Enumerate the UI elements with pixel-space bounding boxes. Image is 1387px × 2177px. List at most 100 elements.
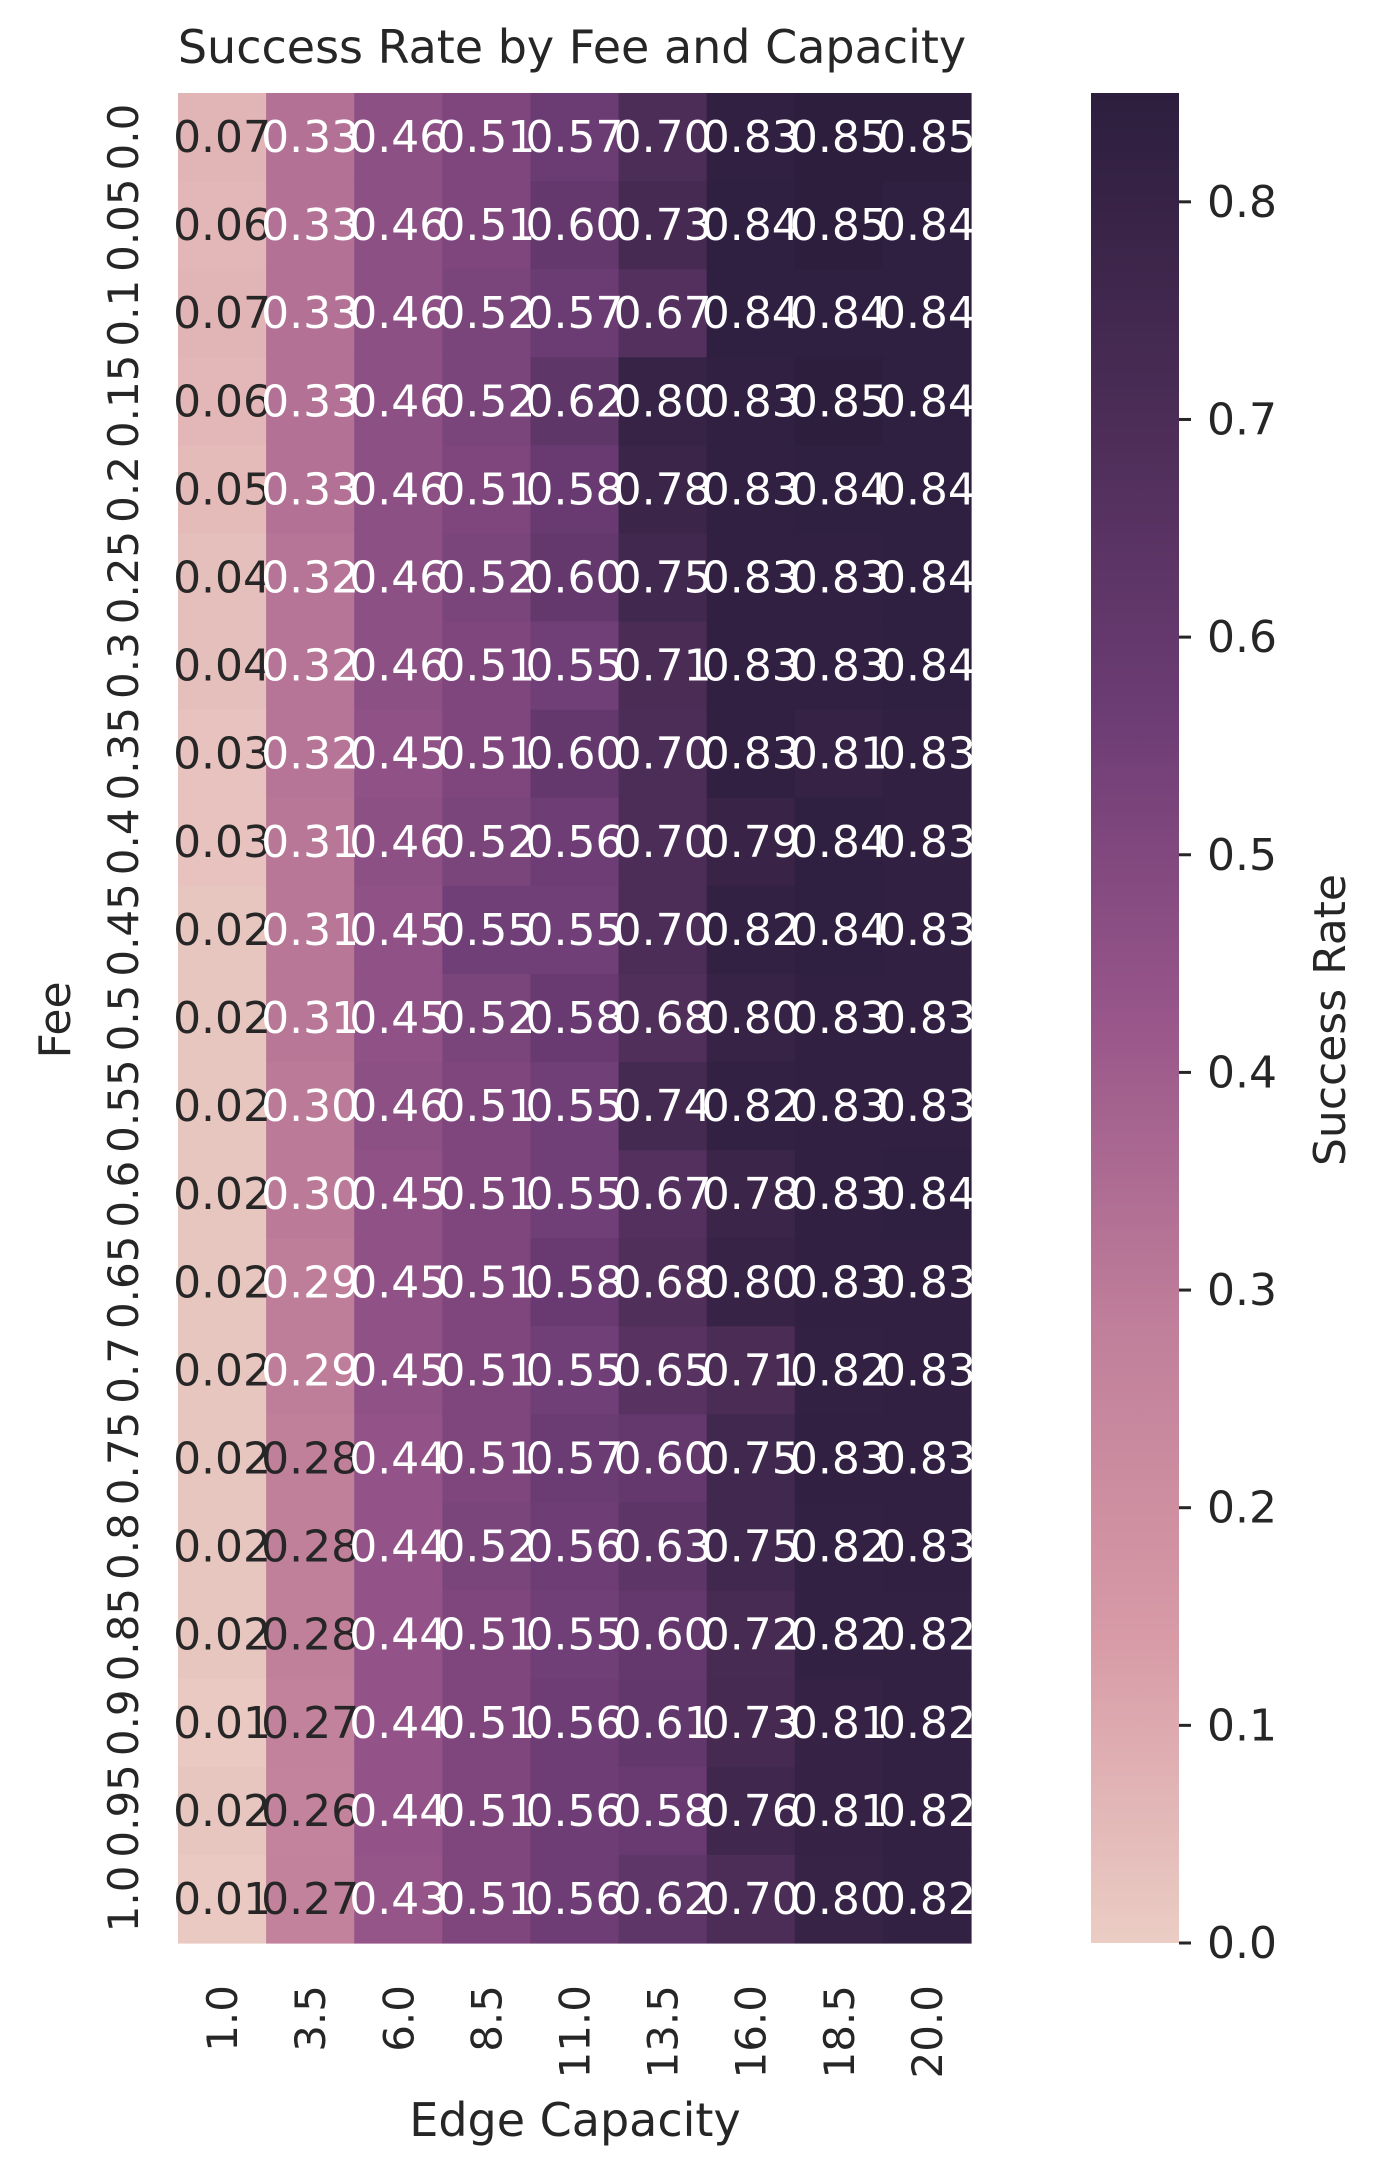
cell-value-label: 0.83 <box>702 641 800 692</box>
cell-value-label: 0.02 <box>173 1786 271 1837</box>
cell-value-label: 0.46 <box>349 200 447 251</box>
cell-value-label: 0.04 <box>173 641 271 692</box>
heatmap-cell <box>618 1590 708 1680</box>
cell-value-label: 0.84 <box>702 200 800 251</box>
heatmap-cell <box>178 93 267 182</box>
heatmap-cell <box>794 1854 884 1944</box>
heatmap-cell <box>266 1062 355 1151</box>
heatmap-cell <box>794 1326 884 1416</box>
colorbar-ticks: 0.0 0.1 0.2 0.3 0.4 0.5 0.6 0.7 0.8 <box>1179 177 1277 1969</box>
heatmap-cell <box>178 973 267 1063</box>
cell-value-label: 0.55 <box>526 1081 624 1132</box>
cell-value-label: 0.02 <box>173 1610 271 1661</box>
cell-value-label: 0.56 <box>526 817 624 868</box>
cell-value-label: 0.29 <box>261 1345 359 1396</box>
heatmap-cell <box>530 1766 620 1856</box>
cell-value-label: 0.62 <box>526 376 624 427</box>
heatmap-cell <box>442 357 532 446</box>
heatmap-cell <box>442 445 532 535</box>
cell-value-label: 0.62 <box>614 1874 712 1925</box>
cell-value-label: 0.46 <box>349 553 447 604</box>
cell-value-label: 0.02 <box>173 1081 271 1132</box>
cell-value-label: 0.03 <box>173 817 271 868</box>
cell-value-label: 0.83 <box>878 1433 976 1484</box>
heatmap-cell <box>794 1766 884 1856</box>
cell-value-label: 0.68 <box>614 1257 712 1308</box>
cell-value-label: 0.57 <box>526 1433 624 1484</box>
heatmap-cell <box>794 269 884 358</box>
y-tick-label: 0.3 <box>99 632 148 699</box>
heatmap-cell <box>530 1502 620 1592</box>
cell-value-label: 0.45 <box>349 993 447 1044</box>
cell-value-label: 0.82 <box>878 1610 976 1661</box>
heatmap-cell <box>354 1238 443 1327</box>
heatmap-cell <box>266 1238 355 1327</box>
cell-value-label: 0.52 <box>437 288 535 339</box>
heatmap-cell <box>178 1238 267 1327</box>
cell-value-label: 0.82 <box>790 1610 888 1661</box>
cell-value-label: 0.55 <box>526 1169 624 1220</box>
cell-value-label: 0.85 <box>878 112 976 163</box>
heatmap-cell <box>354 533 443 623</box>
cell-value-label: 0.46 <box>349 464 447 515</box>
x-tick-label: 16.0 <box>727 1985 776 2079</box>
cell-value-label: 0.61 <box>614 1698 712 1749</box>
cell-value-label: 0.02 <box>173 1257 271 1308</box>
heatmap-cell <box>706 1238 796 1327</box>
cell-value-label: 0.02 <box>173 993 271 1044</box>
heatmap-cell <box>882 1150 972 1239</box>
heatmap-cell <box>266 709 355 799</box>
cell-value-label: 0.29 <box>261 1257 359 1308</box>
heatmap-cell <box>442 1854 532 1944</box>
heatmap-cell <box>530 709 620 799</box>
heatmap-cell <box>530 533 620 623</box>
heatmap-cell <box>266 1150 355 1239</box>
heatmap-cell <box>794 1238 884 1327</box>
cell-value-label: 0.43 <box>349 1874 447 1925</box>
heatmap-cell <box>442 1678 532 1768</box>
cell-value-label: 0.75 <box>702 1433 800 1484</box>
cell-value-label: 0.45 <box>349 1169 447 1220</box>
cell-value-label: 0.58 <box>614 1786 712 1837</box>
cell-value-label: 0.51 <box>437 1345 535 1396</box>
cell-value-label: 0.06 <box>173 376 271 427</box>
cell-value-label: 0.83 <box>878 1257 976 1308</box>
heatmap-cell <box>706 1150 796 1239</box>
cell-value-label: 0.51 <box>437 1610 535 1661</box>
heatmap-cell <box>618 1062 708 1151</box>
heatmap-cell <box>530 1238 620 1327</box>
heatmap-cell <box>530 1854 620 1944</box>
cell-value-label: 0.01 <box>173 1874 271 1925</box>
heatmap-cell <box>794 709 884 799</box>
cell-value-label: 0.70 <box>614 112 712 163</box>
heatmap-cell <box>794 885 884 975</box>
heatmap-cell <box>530 445 620 535</box>
cell-value-label: 0.55 <box>526 1345 624 1396</box>
heatmap-cell <box>530 797 620 887</box>
cell-value-label: 0.82 <box>878 1874 976 1925</box>
heatmap-cell <box>266 269 355 358</box>
cell-value-label: 0.31 <box>261 817 359 868</box>
heatmap-cell <box>178 621 267 711</box>
cell-value-label: 0.84 <box>878 200 976 251</box>
heatmap-cell <box>354 1854 443 1944</box>
heatmap-cell <box>882 621 972 711</box>
cell-value-label: 0.80 <box>702 993 800 1044</box>
heatmap-cell <box>442 533 532 623</box>
cell-value-label: 0.73 <box>614 200 712 251</box>
cell-value-label: 0.76 <box>702 1786 800 1837</box>
heatmap-cell <box>794 1062 884 1151</box>
cell-value-label: 0.32 <box>261 641 359 692</box>
colorbar-tick-label: 0.0 <box>1207 1918 1277 1969</box>
heatmap-cells <box>178 93 972 1944</box>
y-tick-label: 0.35 <box>99 707 148 801</box>
x-tick-label: 13.5 <box>639 1985 688 2079</box>
heatmap-cell <box>706 973 796 1063</box>
heatmap-cell <box>266 181 355 270</box>
heatmap-cell <box>706 797 796 887</box>
heatmap-cell <box>442 1238 532 1327</box>
heatmap-cell <box>530 1414 620 1504</box>
cell-value-label: 0.07 <box>173 112 271 163</box>
cell-value-label: 0.03 <box>173 729 271 780</box>
heatmap-cell <box>706 1766 796 1856</box>
